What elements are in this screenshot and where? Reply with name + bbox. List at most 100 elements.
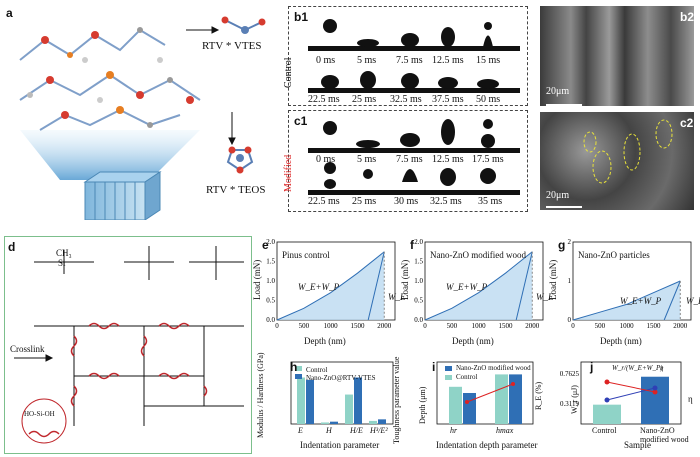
legend-i-nano: Nano-ZnO modified wood (456, 364, 531, 372)
panel-label-c1: c1 (294, 114, 308, 128)
wr-point (652, 385, 658, 391)
eta-point (604, 379, 610, 385)
time-label: 12.5 ms (432, 55, 464, 66)
bar (306, 379, 314, 424)
ylabel-j: W_r (μJ) (570, 385, 579, 414)
wood-block-icon (83, 171, 162, 220)
x-tick-label: 2000 (673, 322, 688, 330)
panel-d-frame (4, 236, 252, 454)
x-tick-label: 1500 (498, 322, 513, 330)
y-tick-label: 0.0 (266, 316, 275, 324)
cat-j-0: Control (592, 426, 617, 435)
bar (641, 376, 669, 424)
work-area (573, 281, 681, 320)
panel-label-h: h (290, 360, 298, 374)
eta-point (652, 389, 658, 395)
x-tick-label: 1000 (620, 322, 635, 330)
time-label: 25 ms (352, 196, 377, 207)
bar (495, 374, 508, 424)
y-tick-label: 1.0 (414, 277, 423, 285)
droplet-sequences (308, 19, 520, 195)
time-label: 37.5 ms (432, 94, 464, 105)
time-label: 5 ms (357, 154, 377, 165)
scale-bar-b2 (546, 104, 582, 106)
wr-point (604, 397, 610, 403)
sem-image-control (540, 6, 694, 106)
loading-curve (572, 280, 681, 321)
panel-label-b2: b2 (680, 10, 695, 24)
bar (463, 393, 476, 424)
y-tick-label: 2 (568, 238, 572, 246)
vtes-molecule-icon (221, 16, 266, 34)
x-tick-label: 500 (447, 322, 458, 330)
re-line (466, 383, 514, 403)
eta-line (606, 381, 656, 393)
chart-title-g: Nano-ZnO particles (578, 250, 650, 260)
teos-label: RTV * TEOS (206, 184, 266, 196)
time-label: 0 ms (316, 154, 336, 165)
cat-h-0: E (298, 426, 303, 435)
legend-h-nano: Nano-ZnO@RTV-VTES (306, 374, 376, 382)
scale-bar-c2 (546, 206, 582, 208)
time-label: 30 ms (394, 196, 419, 207)
panel-label-g: g (558, 238, 566, 252)
xlabel-f: Depth (nm) (452, 336, 494, 346)
unloading-curve (367, 251, 385, 321)
cat-i-1: hmax (496, 426, 514, 435)
y2label-h: Toughness parameter value (392, 356, 401, 444)
ylabel-e: Load (mN) (252, 259, 262, 300)
panel-label-a: a (6, 6, 13, 20)
cat-j-1: Nano-ZnO modified wood (640, 426, 689, 444)
panel-label-f: f (410, 238, 414, 252)
re-point (465, 400, 469, 404)
x-tick-label: 1000 (472, 322, 487, 330)
unloading-curve (663, 280, 681, 321)
time-label: 50 ms (476, 94, 501, 105)
bar (297, 377, 305, 424)
xlabel-g: Depth (nm) (600, 336, 642, 346)
x-tick-label: 500 (595, 322, 606, 330)
panel-label-j: j (590, 360, 594, 374)
cat-h-2: H/E (350, 426, 363, 435)
x-tick-label: 1000 (324, 322, 339, 330)
work-area (277, 251, 385, 320)
x-tick-label: 0 (423, 322, 427, 330)
loading-curve (276, 251, 385, 321)
panel-label-d: d (8, 240, 16, 254)
x-tick-label: 0 (275, 322, 279, 330)
y-tick-label: 1.5 (266, 258, 275, 266)
x-tick-label: 1500 (646, 322, 661, 330)
ylabel-h: Modulus / Hardness (GPa) (256, 352, 265, 438)
x-tick-label: 500 (299, 322, 310, 330)
plot-frame (436, 361, 534, 425)
bar (509, 374, 522, 424)
xlabel-e: Depth (nm) (304, 336, 346, 346)
time-label: 12.5 ms (432, 154, 464, 165)
annot-we-e: W_E (388, 292, 406, 302)
plot-frame (290, 361, 394, 425)
time-label: 32.5 ms (390, 94, 422, 105)
time-label: 32.5 ms (430, 196, 462, 207)
si-label: Si (58, 258, 66, 268)
y-tick-label: 1.0 (266, 277, 275, 285)
cat-h-3: H³/E² (370, 426, 388, 435)
scale-bar-label-b2: 20μm (546, 86, 570, 97)
inset-circle-icon (21, 398, 67, 444)
panel-label-e: e (262, 238, 269, 252)
panel-label-i: i (432, 360, 436, 374)
x-tick-label: 0 (571, 322, 575, 330)
y-tick-label: 1.5 (414, 258, 423, 266)
y-tick-label: 2.0 (266, 238, 275, 246)
crosslink-label: Crosslink (10, 344, 45, 354)
y-tick-label: 0.3119 (560, 400, 579, 408)
work-area (425, 251, 533, 320)
panel-label-b1: b1 (294, 10, 309, 24)
chart-title-e: Pinus control (282, 250, 330, 260)
cat-h-1: H (326, 426, 332, 435)
molecule-illustration (19, 16, 266, 220)
scale-bar-label-c2: 20μm (546, 190, 570, 201)
time-label: 25 ms (352, 94, 377, 105)
particle-highlight-icons (583, 119, 673, 184)
time-label: 5 ms (357, 55, 377, 66)
ylabel-i: Depth (μm) (418, 386, 427, 424)
